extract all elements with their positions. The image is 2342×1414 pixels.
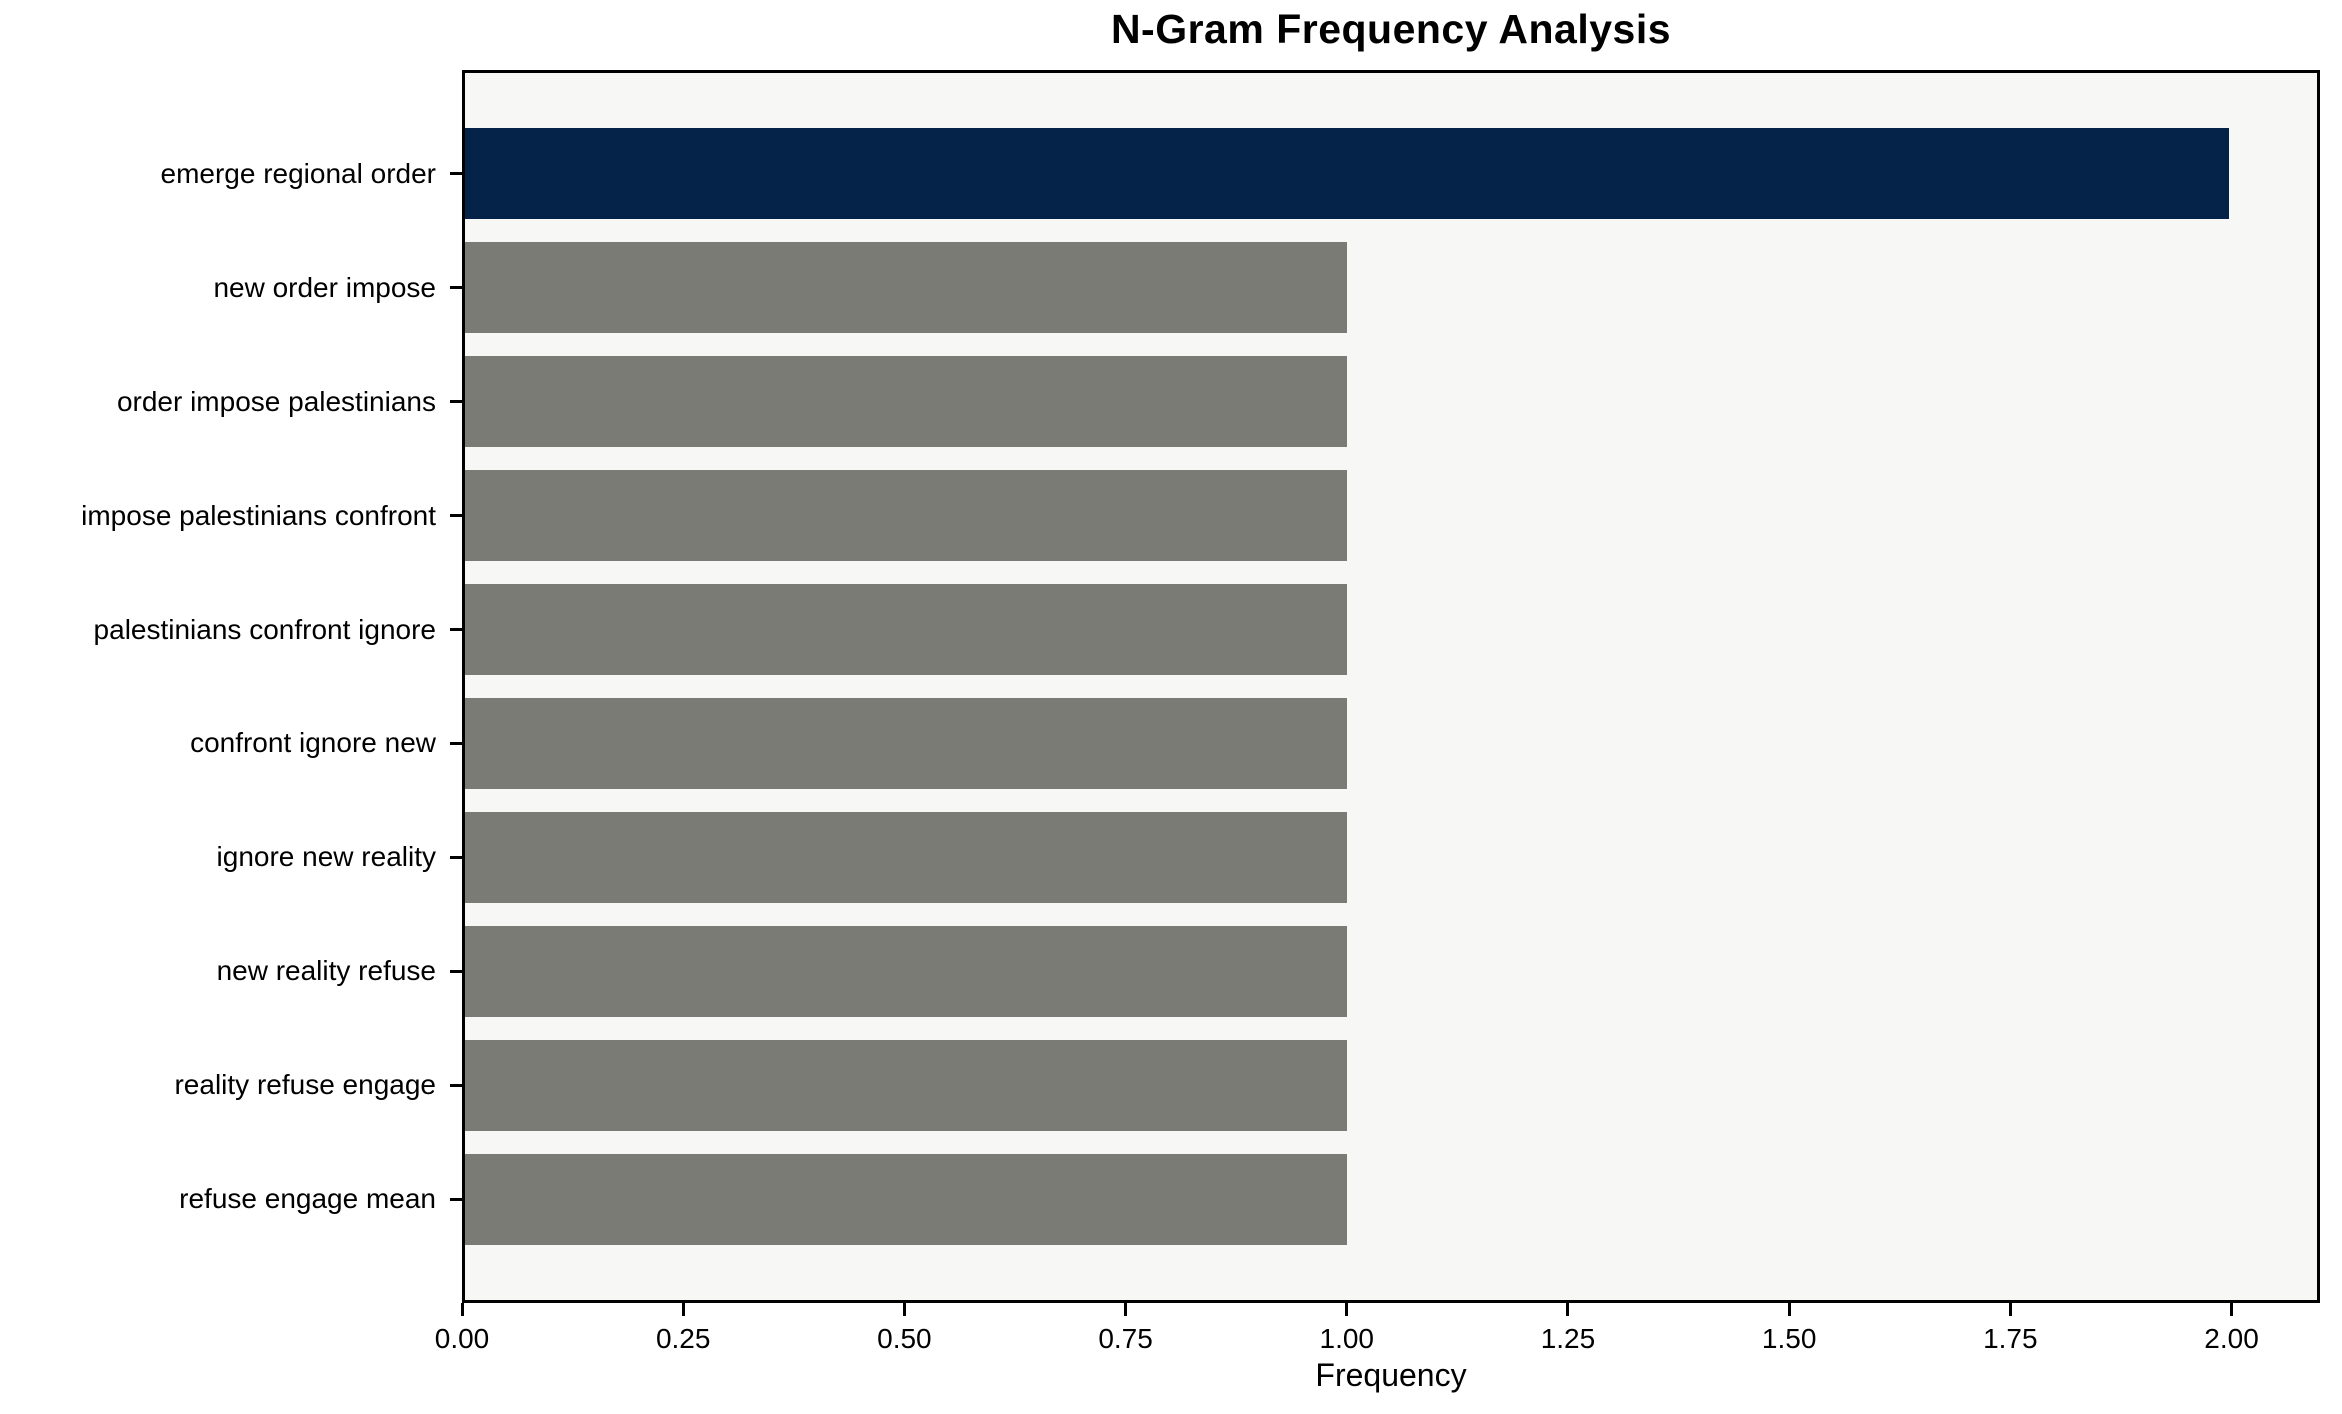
y-tick-mark [450, 628, 462, 632]
y-tick-mark [450, 514, 462, 518]
y-tick-label: confront ignore new [190, 727, 436, 759]
x-tick-mark [2230, 1303, 2234, 1316]
y-tick-label: ignore new reality [216, 841, 436, 873]
y-tick-label: palestinians confront ignore [93, 613, 436, 645]
bar [465, 584, 1347, 676]
y-tick-mark [450, 855, 462, 859]
y-tick-mark [450, 969, 462, 973]
y-tick-label: order impose palestinians [116, 385, 436, 417]
x-tick-mark [2008, 1303, 2012, 1316]
y-tick-label: impose palestinians confront [81, 499, 436, 531]
x-tick-mark [902, 1303, 906, 1316]
x-tick-label: 0.50 [877, 1323, 932, 1354]
plot-area [462, 70, 2320, 1303]
x-axis-label: Frequency [1315, 1357, 1467, 1393]
bar [465, 470, 1347, 562]
x-tick-label: 1.75 [1983, 1323, 2038, 1354]
x-tick-mark [1787, 1303, 1791, 1316]
y-tick-label: refuse engage mean [179, 1183, 436, 1215]
y-tick-mark [450, 741, 462, 745]
x-tick-mark [681, 1303, 685, 1316]
y-axis: emerge regional order new order impose ord… [0, 70, 462, 1303]
x-tick-mark [460, 1303, 464, 1316]
x-tick-mark [1124, 1303, 1128, 1316]
y-tick-label: new order impose [213, 271, 436, 303]
y-tick-mark [450, 400, 462, 404]
x-tick-label: 0.75 [1098, 1323, 1153, 1354]
y-tick-label: reality refuse engage [174, 1069, 436, 1101]
x-tick-label: 0.25 [655, 1323, 711, 1354]
chart-title: N-Gram Frequency Analysis [1110, 6, 1672, 52]
bar [465, 697, 1347, 789]
x-tick-mark [1566, 1303, 1570, 1316]
y-tick-label: emerge regional order [160, 157, 437, 189]
y-tick-mark [450, 172, 462, 176]
x-tick-label: 1.25 [1540, 1323, 1596, 1354]
x-tick-label: 1.50 [1761, 1323, 1817, 1354]
y-tick-mark [450, 286, 462, 290]
y-tick-mark [450, 1083, 462, 1087]
bar [465, 128, 2229, 220]
bar [465, 1039, 1347, 1131]
bar [465, 242, 1347, 334]
x-tick-mark [1345, 1303, 1349, 1316]
x-tick-label: 2.00 [2204, 1323, 2259, 1354]
x-tick-label: 0.00 [434, 1323, 490, 1354]
bar [465, 811, 1347, 903]
x-tick-label: 1.00 [1319, 1323, 1375, 1354]
bar [465, 925, 1347, 1017]
x-axis: 0.00 0.25 0.50 0.75 1.00 1.25 1.50 1.75 2.00 [435, 1303, 2320, 1367]
y-tick-mark [450, 1197, 462, 1201]
bar [465, 1153, 1347, 1245]
bar [465, 356, 1347, 448]
y-tick-label: new reality refuse [216, 955, 436, 987]
